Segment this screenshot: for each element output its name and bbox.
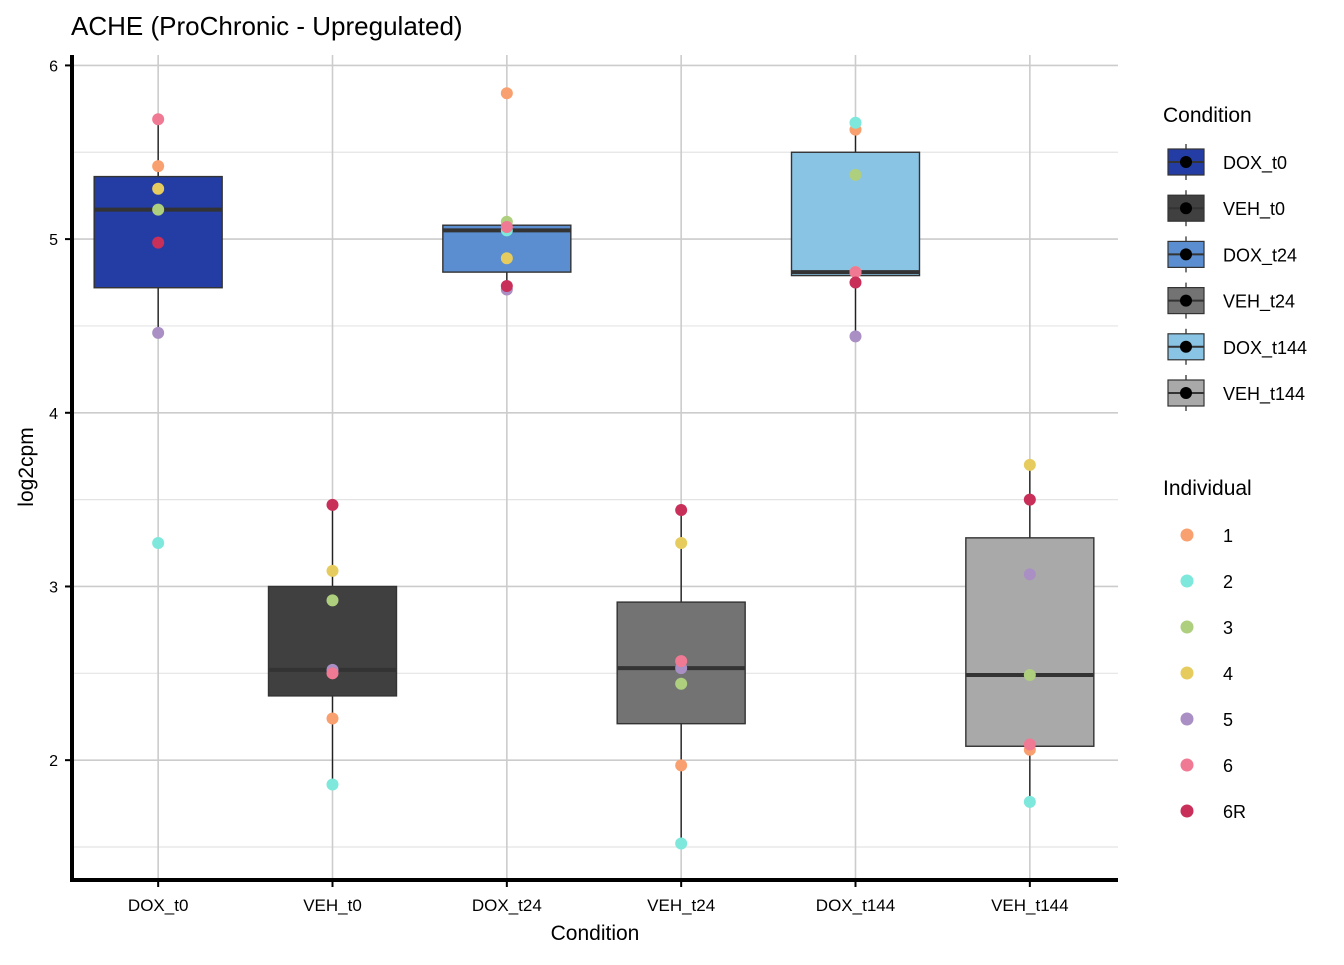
boxes [93, 119, 1095, 844]
point-individual-4 [152, 182, 165, 195]
legend-individual-point [1180, 712, 1194, 726]
legend-condition-label: DOX_t144 [1223, 338, 1307, 359]
point-individual-2 [849, 116, 862, 129]
legend-individual-point [1180, 528, 1194, 542]
x-tick-label: DOX_t0 [128, 896, 188, 915]
point-individual-1 [152, 160, 165, 173]
point-individual-6R [500, 280, 513, 292]
point-individual-3 [849, 168, 862, 181]
legend-individual-label: 5 [1223, 710, 1233, 730]
legend-individual-label: 4 [1223, 664, 1233, 684]
x-tick-label: VEH_t144 [991, 896, 1069, 915]
x-tick-label: DOX_t24 [472, 896, 542, 915]
legend-key-point [1180, 340, 1192, 353]
point-individual-6 [500, 220, 513, 233]
point-individual-1 [326, 712, 339, 725]
legend-individual-label: 6R [1223, 802, 1246, 822]
legend-individual-point [1180, 620, 1194, 634]
x-axis-label: Condition [551, 922, 640, 945]
legend-individual-label: 1 [1223, 526, 1233, 546]
point-individual-1 [675, 759, 688, 772]
point-individual-3 [326, 594, 339, 607]
legend-individual-point [1180, 666, 1194, 680]
legend-individual-label: 2 [1223, 572, 1233, 592]
x-tick-label: VEH_t0 [303, 896, 362, 915]
grid [72, 55, 1118, 880]
point-individual-5 [1023, 568, 1036, 581]
point-individual-6 [152, 113, 165, 126]
point-individual-3 [675, 677, 688, 690]
point-individual-6R [849, 276, 862, 289]
point-individual-4 [500, 252, 513, 265]
x-tick-label: DOX_t144 [816, 896, 895, 915]
y-tick-label: 2 [49, 753, 58, 770]
legend-key-point [1180, 202, 1192, 215]
point-individual-1 [500, 87, 513, 100]
legend-individual-point [1180, 804, 1194, 818]
point-individual-2 [326, 778, 339, 791]
point-individual-5 [152, 326, 165, 339]
point-individual-4 [675, 537, 688, 550]
legend-key-point [1180, 387, 1192, 399]
point-individual-6R [1023, 493, 1036, 506]
legend-condition-label: VEH_t24 [1223, 292, 1295, 313]
legend-condition-title: Condition [1163, 104, 1252, 127]
legend-individual-label: 6 [1223, 756, 1233, 776]
legend-key-point [1180, 156, 1192, 168]
y-tick-label: 5 [49, 232, 58, 249]
y-tick-label: 3 [49, 579, 58, 596]
points [152, 87, 1036, 850]
legend-individual-title: Individual [1163, 477, 1252, 500]
point-individual-6R [675, 504, 688, 517]
legend-key-point [1180, 248, 1192, 261]
legend-condition-label: VEH_t144 [1223, 384, 1305, 405]
point-individual-5 [849, 330, 862, 343]
legend-condition-label: VEH_t0 [1223, 199, 1285, 220]
point-individual-2 [152, 537, 165, 550]
legend-individual-point [1180, 574, 1194, 588]
point-individual-3 [1023, 669, 1036, 682]
point-individual-2 [1023, 795, 1036, 808]
x-tick-label: VEH_t24 [647, 896, 715, 915]
point-individual-6R [326, 498, 339, 511]
chart-title: ACHE (ProChronic - Upregulated) [71, 11, 463, 41]
axes: 2 3 4 5 6 DOX_t0 VEH_t0 DOX_t24 VEH_t24 DOX_t144 V… [49, 55, 1118, 915]
point-individual-6R [152, 236, 165, 249]
legend-individual-point [1180, 758, 1194, 772]
point-individual-4 [326, 564, 339, 577]
point-individual-6 [326, 667, 339, 680]
legend-individual-label: 3 [1223, 618, 1233, 638]
legend-condition-label: DOX_t0 [1223, 153, 1287, 174]
y-tick-label: 6 [49, 58, 58, 75]
y-axis-label: log2cpm [15, 427, 38, 506]
point-individual-6 [1023, 738, 1036, 751]
point-individual-4 [1023, 458, 1036, 471]
y-tick-label: 4 [49, 406, 58, 423]
legend-key-point [1180, 294, 1192, 307]
point-individual-2 [675, 837, 688, 850]
point-individual-3 [152, 203, 165, 216]
legend: Condition Individual DOX_t0 VEH_t0 DOX_t24… [1163, 104, 1307, 822]
point-individual-6 [849, 266, 862, 279]
legend-condition-label: DOX_t24 [1223, 245, 1297, 266]
box-DOX_t0 [93, 175, 223, 289]
point-individual-6 [675, 655, 688, 668]
